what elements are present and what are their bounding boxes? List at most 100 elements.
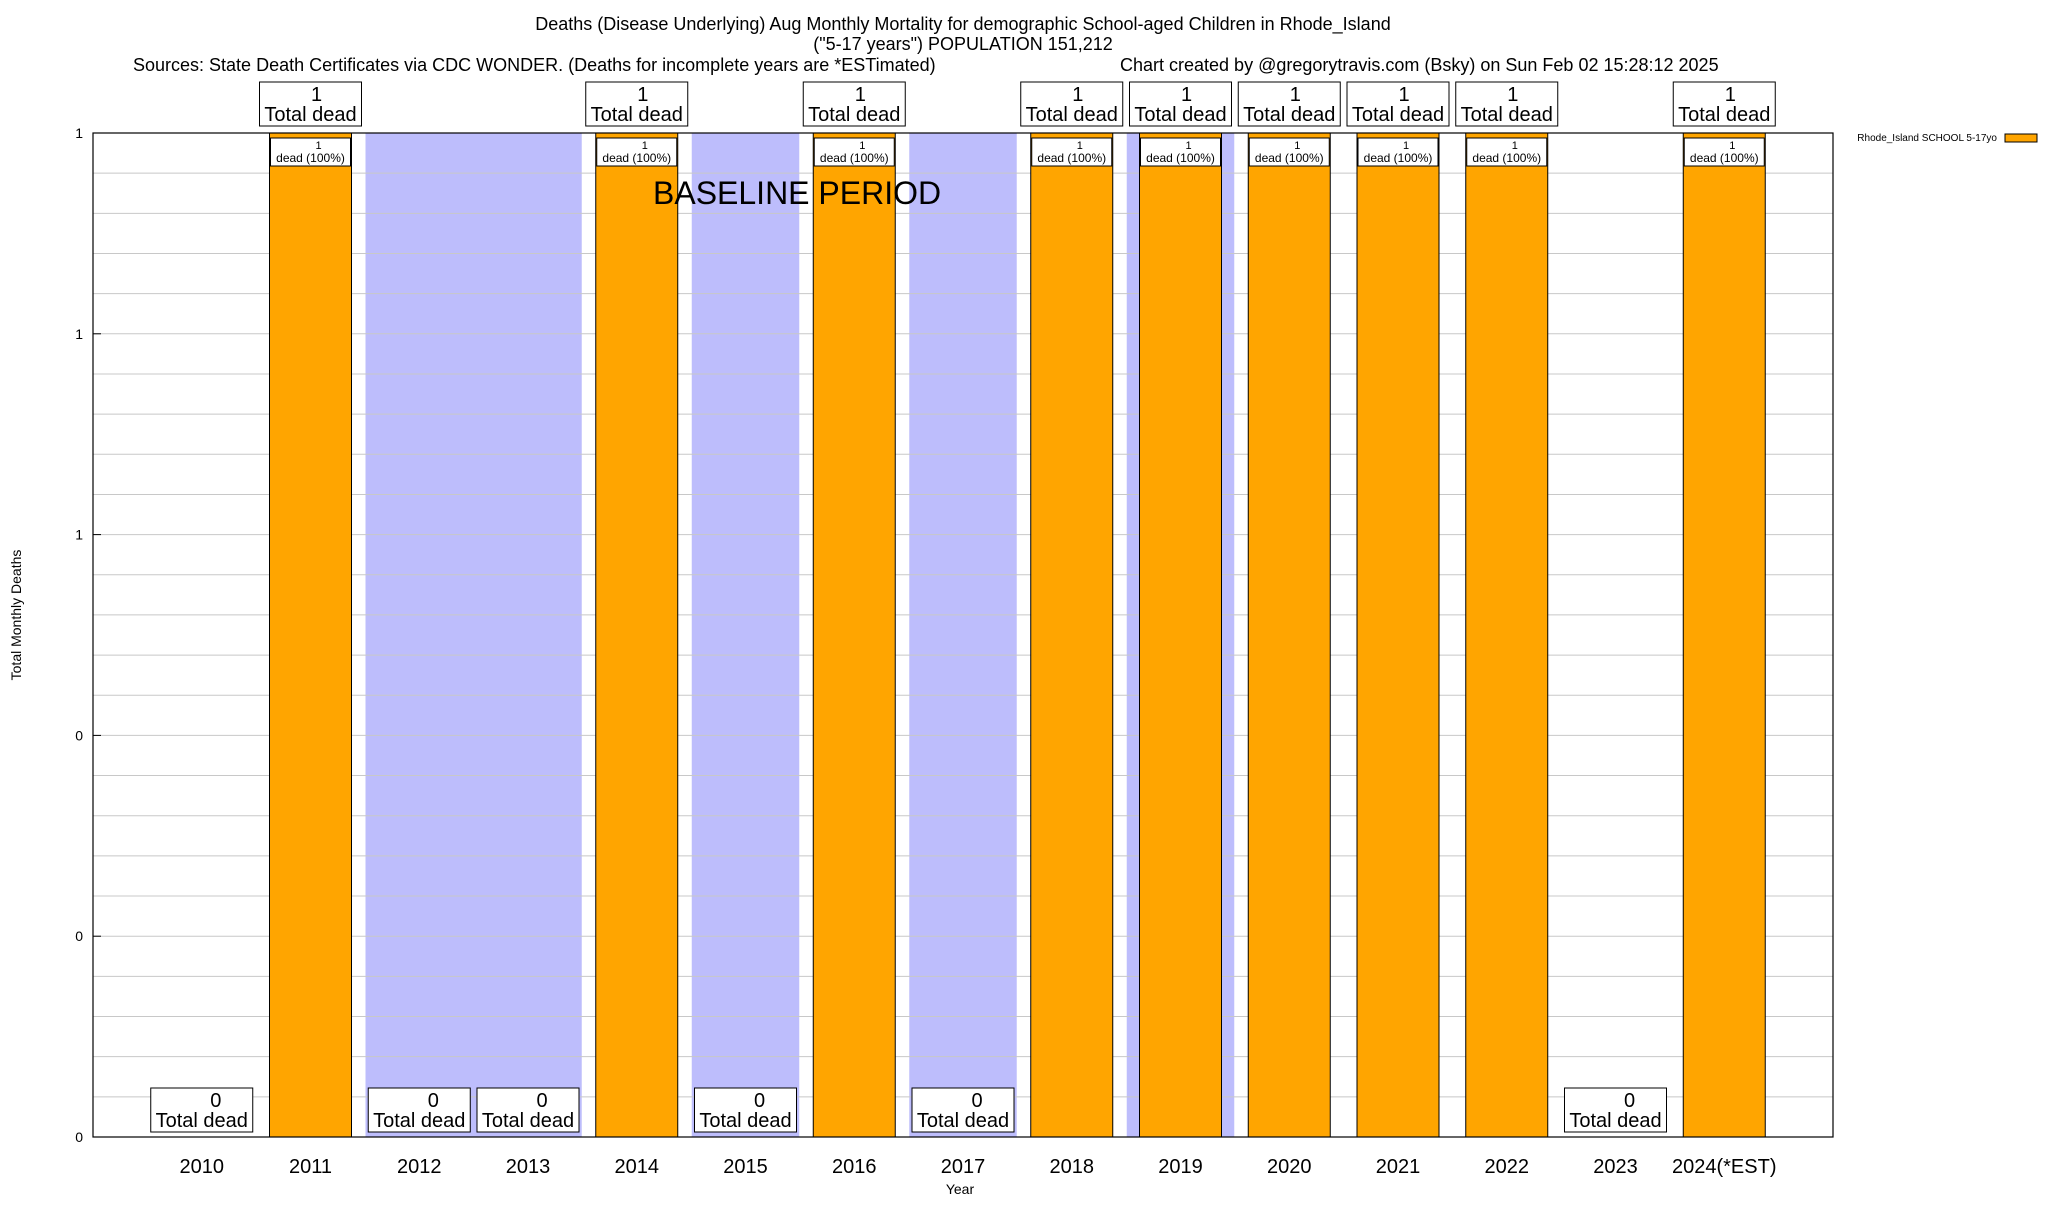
y-tick-label: 0 [75,727,83,743]
baseline-band-1 [691,133,800,1137]
total-label-box [1672,81,1776,127]
total-label-suffix: Total dead [1678,104,1770,126]
total-label-box [1564,1087,1667,1133]
plot-frame [92,132,1834,1138]
chart-sources: Sources: State Death Certificates via CD… [133,55,936,75]
total-label-count: 1 [1507,84,1518,106]
bar-label-text: dead (100%) [1037,151,1106,165]
x-tick-label: 2024(*EST) [1672,1156,1777,1178]
bar-label-count: 1 [642,140,648,152]
x-tick-label: 2015 [723,1156,768,1178]
total-label-box [802,81,906,127]
bar-2024(*EST) [1682,132,1766,1138]
bars [198,132,1766,1138]
total-label-box [476,1087,580,1133]
x-tick-label: 2022 [1485,1156,1530,1178]
total-label-suffix: Total dead [808,104,900,126]
total-label-count: 1 [1725,84,1736,106]
total-label-box [1237,81,1341,127]
total-label-count: 0 [428,1090,439,1112]
bar-label-text: dead (100%) [602,151,671,165]
bar-label-box [1031,137,1113,167]
bar-label-box [1466,137,1548,167]
bar-label-count: 1 [315,140,321,152]
bar-2011 [269,132,352,1138]
x-tick-label: 2017 [941,1156,986,1178]
baseline-band-2 [909,133,1017,1137]
bar-label-box [1683,137,1765,167]
total-label-count: 1 [1290,84,1301,106]
total-label-count: 1 [1398,84,1409,106]
y-tick-label: 1 [75,527,83,543]
x-axis-label: Year [946,1181,975,1197]
x-tick-label: 2021 [1376,1156,1421,1178]
bar-label-text: dead (100%) [1690,151,1759,165]
y-axis-label: Total Monthly Deaths [8,550,24,681]
legend-swatch [2004,133,2038,143]
y-tick-label: 1 [75,326,83,342]
bar-label-box [813,137,895,167]
total-label-suffix: Total dead [1134,104,1226,126]
x-tick-label: 2014 [615,1156,660,1178]
bar-2019 [1139,132,1222,1138]
bar-label-text: dead (100%) [1255,151,1324,165]
total-label-suffix: Total dead [699,1110,791,1132]
total-label-count: 0 [536,1090,547,1112]
bar-2016 [812,132,896,1138]
total-label-suffix: Total dead [1352,104,1444,126]
total-label-box [150,1087,254,1133]
total-label-suffix: Total dead [1461,104,1553,126]
bar-label-box [270,137,351,167]
bar-2020 [1247,132,1331,1138]
x-tick-label: 2011 [289,1156,332,1178]
x-tick-label: 2012 [397,1156,442,1178]
total-label-box [1020,81,1124,127]
total-label-suffix: Total dead [156,1110,248,1132]
bar-label-box [1357,137,1439,167]
bar-2018 [1030,132,1114,1138]
chart-title-line-2: ("5-17 years") POPULATION 151,212 [813,34,1113,54]
total-label-box [367,1087,471,1133]
total-label-count: 1 [1072,84,1083,106]
x-tick-label: 2010 [180,1156,225,1178]
bar-label-text: dead (100%) [276,151,345,165]
total-label-suffix: Total dead [373,1110,465,1132]
bar-label-count: 1 [1185,140,1191,152]
total-label-count: 1 [855,84,866,106]
total-label-count: 1 [1181,84,1192,106]
total-label-box [911,1087,1015,1133]
total-label-box [694,1087,797,1133]
x-tick-label: 2019 [1158,1156,1203,1178]
total-label-box [259,81,362,127]
chart-credit: Chart created by @gregorytravis.com (Bsk… [1120,55,1719,75]
bar-label-text: dead (100%) [1472,151,1541,165]
bar-label-box [1140,137,1221,167]
bar-2014 [595,132,679,1138]
bar-2021 [1356,132,1440,1138]
total-label-count: 0 [210,1090,221,1112]
legend-label: Rhode_Island SCHOOL 5-17yo [1857,133,1997,144]
total-label-box [585,81,689,127]
total-label-count: 1 [311,84,322,106]
total-label-suffix: Total dead [1026,104,1118,126]
total-label-suffix: Total dead [482,1110,574,1132]
bar-label-text: dead (100%) [820,151,889,165]
bar-label-box [596,137,678,167]
bar-label-box [1248,137,1330,167]
bar-label-count: 1 [1512,140,1518,152]
y-tick-label: 0 [75,1129,83,1145]
x-tick-label: 2013 [506,1156,551,1178]
bar-label-text: dead (100%) [1146,151,1215,165]
chart-title-line-1: Deaths (Disease Underlying) Aug Monthly … [535,14,1390,35]
total-label-suffix: Total dead [264,104,356,126]
baseline-band-0 [365,133,582,1137]
total-label-box [1455,81,1559,127]
total-label-box [1346,81,1450,127]
bar-label-count: 1 [859,140,865,152]
plot-border [92,132,1834,1138]
bar-label-count: 1 [1403,140,1409,152]
bar-label-count: 1 [1729,140,1735,152]
total-label-box [1129,81,1232,127]
y-tick-label: 1 [75,125,83,141]
